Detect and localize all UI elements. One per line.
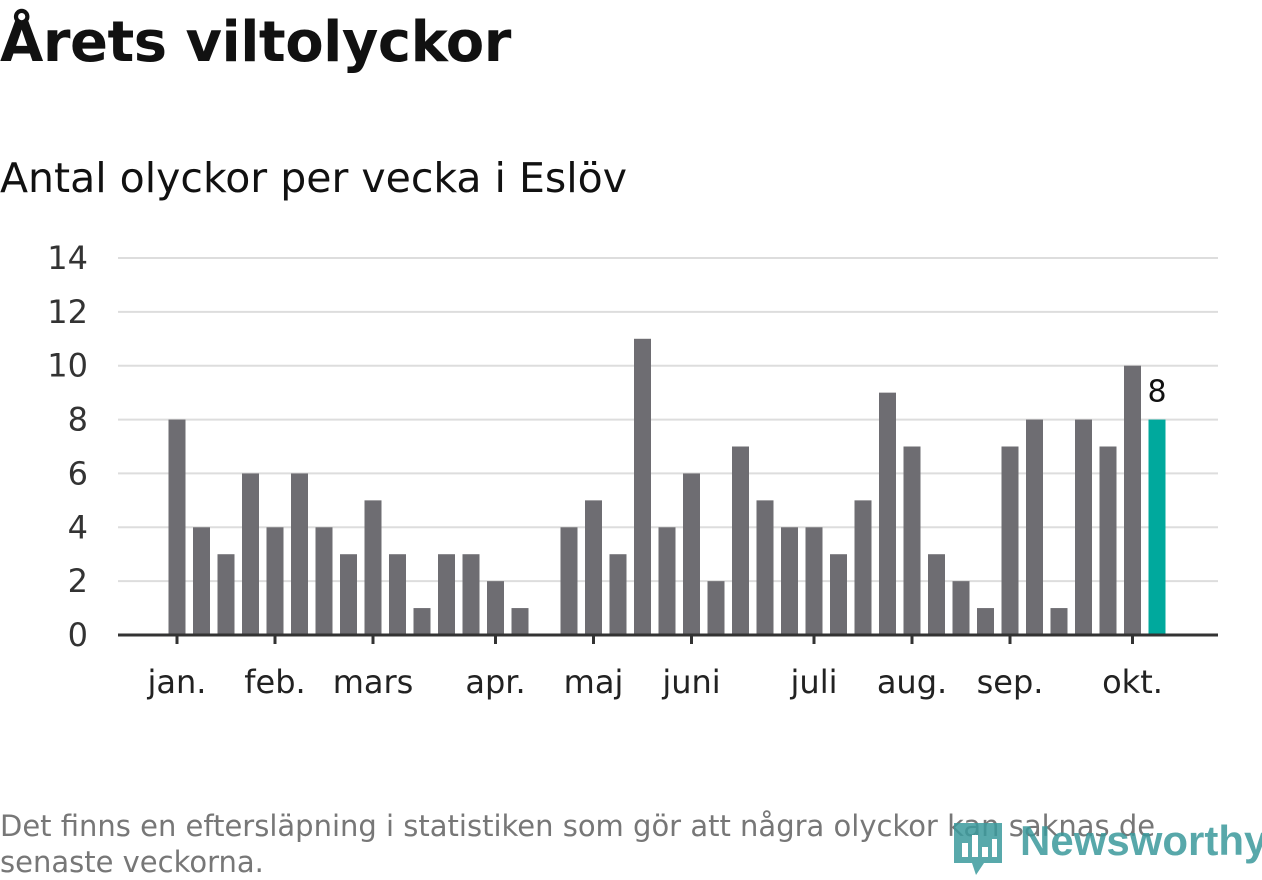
- bar-chart: 0 2 4 6 8 10 12 14 8 jan. feb. mars apr. maj juni juli a…: [47, 239, 1218, 700]
- bar: [903, 446, 921, 635]
- y-tick-label: 12: [47, 293, 88, 331]
- newsworthy-logo-icon: [954, 823, 1002, 875]
- bar: [1124, 365, 1141, 635]
- bar: [1050, 608, 1068, 635]
- x-tick-label: feb.: [244, 663, 305, 700]
- x-tick-label: juli: [790, 663, 838, 700]
- y-tick-label: 8: [68, 401, 88, 439]
- bar: [634, 338, 651, 635]
- x-tick-label: okt.: [1102, 663, 1163, 700]
- bar: [1075, 419, 1092, 635]
- bar: [854, 500, 872, 635]
- x-tick-label: mars: [333, 663, 414, 700]
- bar: [732, 446, 749, 635]
- data-label: 8: [1147, 375, 1166, 410]
- newsworthy-logo-text: Newsworthy: [1020, 817, 1262, 864]
- bar: [217, 554, 235, 635]
- bar: [585, 500, 602, 635]
- newsworthy-logo: Newsworthy: [950, 815, 1262, 879]
- bar: [364, 500, 382, 635]
- bar: [1001, 446, 1019, 635]
- bar: [487, 581, 504, 635]
- bar: [462, 554, 480, 635]
- bar: [756, 500, 774, 635]
- bar: [560, 527, 578, 635]
- bar: [389, 554, 406, 635]
- y-tick-label: 4: [68, 508, 88, 546]
- y-tick-label: 10: [47, 347, 88, 385]
- bar-highlight: [1148, 419, 1166, 635]
- bar: [658, 527, 676, 635]
- bar: [977, 608, 994, 635]
- x-tick-label: juni: [661, 663, 720, 700]
- x-tick-label: apr.: [465, 663, 525, 700]
- bar: [805, 527, 823, 635]
- bar: [511, 608, 529, 635]
- bar: [830, 554, 847, 635]
- bar: [413, 608, 431, 635]
- bar: [1026, 419, 1043, 635]
- bar: [291, 473, 308, 635]
- y-tick-label: 0: [68, 616, 88, 654]
- bar: [952, 581, 970, 635]
- bar: [315, 527, 333, 635]
- bar: [879, 392, 896, 635]
- x-tick-label: aug.: [877, 663, 947, 700]
- bar: [340, 554, 357, 635]
- bar: [438, 554, 455, 635]
- bar: [781, 527, 798, 635]
- bar: [609, 554, 627, 635]
- y-tick-label: 6: [68, 454, 88, 492]
- bar: [707, 581, 725, 635]
- bar: [928, 554, 945, 635]
- y-tick-label: 2: [68, 562, 88, 600]
- y-tick-label: 14: [47, 239, 88, 277]
- bar: [1099, 446, 1117, 635]
- bar: [242, 473, 259, 635]
- bar: [683, 473, 700, 635]
- x-tick-label: jan.: [147, 663, 207, 700]
- x-tick-label: maj: [564, 663, 624, 700]
- chart-title: Årets viltolyckor: [0, 10, 511, 75]
- chart-subtitle: Antal olyckor per vecka i Eslöv: [0, 154, 627, 202]
- bar: [168, 419, 186, 635]
- bar: [266, 527, 284, 635]
- bar: [193, 527, 210, 635]
- x-tick-label: sep.: [977, 663, 1044, 700]
